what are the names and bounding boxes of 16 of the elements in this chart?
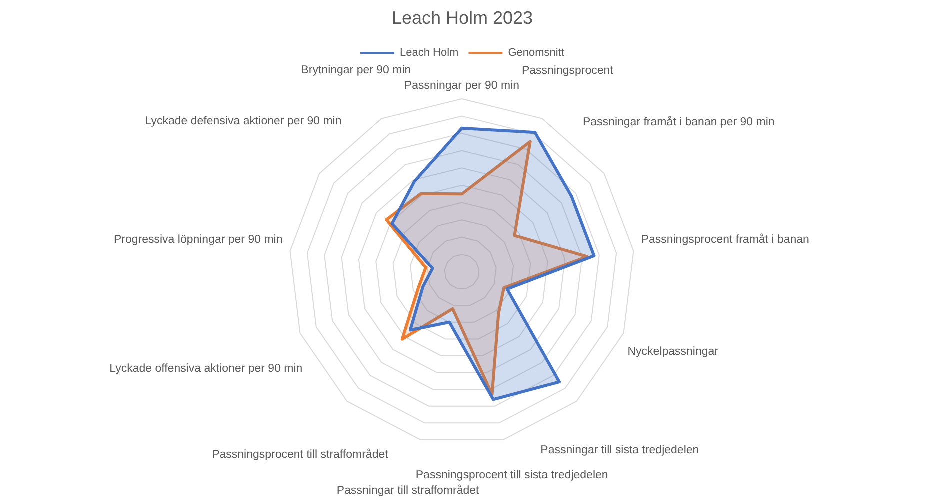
spoke-label: Passningsprocent [522,64,614,77]
spoke-label: Passningar till straffområdet [336,484,480,497]
legend-label: Genomsnitt [508,47,564,60]
spoke-label: Brytningar per 90 min [301,64,412,77]
spoke-label: Passningsprocent till straffområdet [212,448,390,461]
chart-title: Leach Holm 2023 [392,8,534,28]
spoke-label: Passningsprocent till sista tredjedelen [416,469,608,482]
spoke-label: Lyckade offensiva aktioner per 90 min [110,363,303,376]
spoke-label: Progressiva löpningar per 90 min [114,234,283,246]
spoke-label: Lyckade defensiva aktioner per 90 min [145,115,342,128]
spoke-label: Passningar till sista tredjedelen [540,444,700,456]
spoke-label: Passningar framåt i banan per 90 min [582,115,775,128]
spoke-label: Nyckelpassningar [628,346,719,358]
spoke-label: Passningar per 90 min [404,80,520,92]
legend-label: Leach Holm [400,47,459,60]
spoke-label: Passningsprocent framåt i banan [641,233,810,246]
